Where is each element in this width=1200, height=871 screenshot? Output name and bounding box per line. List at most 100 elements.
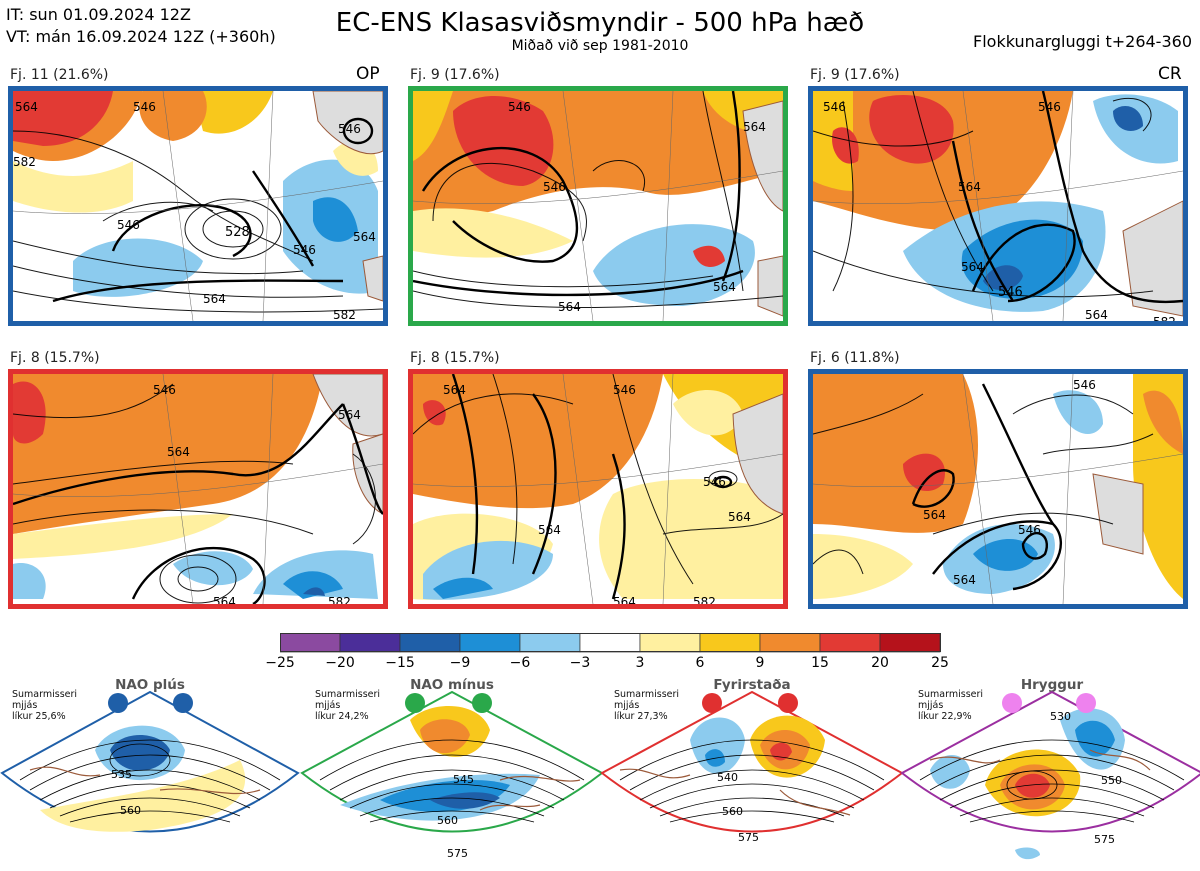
contour-label: 546 <box>613 383 636 397</box>
regime-contour-label: 550 <box>1101 774 1122 787</box>
colorbar-tick-label: −20 <box>325 655 355 671</box>
colorbar-swatch <box>339 633 401 653</box>
regime-name: NAO mínus <box>410 677 494 693</box>
contour-label: 564 <box>167 445 190 459</box>
contour-label: 564 <box>538 523 561 537</box>
regime-contour-label: 560 <box>120 804 141 817</box>
contour-label: 546 <box>153 383 176 397</box>
regime-fan-nao-minus: 545 560 575 <box>300 690 604 860</box>
regime-fan-ridge: 530 550 575 <box>900 690 1200 860</box>
regime-contour-label: 560 <box>437 814 458 827</box>
regime-contour-label: 535 <box>111 768 132 781</box>
regime-marker-dot <box>702 693 722 713</box>
colorbar-swatch <box>879 633 941 653</box>
regime-marker-dot <box>778 693 798 713</box>
colorbar-swatch <box>280 633 341 653</box>
panel-3-label: Fj. 9 (17.6%) <box>810 67 900 83</box>
contour-label: 546 <box>998 285 1023 300</box>
regime-info: Sumarmisseri mjjás líkur 25,6% <box>12 689 78 722</box>
regime-marker-dot <box>173 693 193 713</box>
regime-fan-blocking: 540 560 575 <box>600 690 904 844</box>
colorbar-swatch <box>639 633 701 653</box>
contour-label: 582 <box>13 155 36 169</box>
cluster-map-panel[interactable]: 546 546 564 564 564 <box>408 86 788 326</box>
init-time: IT: sun 01.09.2024 12Z <box>6 5 191 24</box>
contour-label: 546 <box>1073 378 1096 392</box>
colorbar-swatch <box>399 633 461 653</box>
regime-marker-dot <box>1002 693 1022 713</box>
page-subtitle: Miðað við sep 1981-2010 <box>511 38 689 54</box>
colorbar-swatch <box>519 633 581 653</box>
regime-name: NAO plús <box>115 677 185 693</box>
contour-label: 582 <box>328 595 351 604</box>
regime-contour-label: 575 <box>447 847 468 860</box>
regime-contour-label: 530 <box>1050 710 1071 723</box>
panel-4-label: Fj. 8 (15.7%) <box>10 350 100 366</box>
contour-label: 564 <box>923 508 946 522</box>
regime-contour-label: 540 <box>717 771 738 784</box>
classification-window: Flokkunargluggi t+264-360 <box>973 32 1192 51</box>
contour-label: 564 <box>613 595 636 604</box>
panel-5-label: Fj. 8 (15.7%) <box>410 350 500 366</box>
contour-label: 546 <box>543 180 566 194</box>
contour-label: 546 <box>293 243 316 257</box>
regime-marker-dot <box>405 693 425 713</box>
valid-time: VT: mán 16.09.2024 12Z (+360h) <box>6 27 276 46</box>
contour-label: 564 <box>961 260 984 274</box>
contour-label: 564 <box>743 120 766 134</box>
regime-fans: 535 560 545 560 575 <box>0 690 1200 860</box>
contour-label: 582 <box>1153 315 1176 321</box>
cluster-map-panel[interactable]: 546 564 546 564 <box>808 369 1188 609</box>
regime-contour-label: 575 <box>1094 833 1115 846</box>
contour-label: 564 <box>353 230 376 244</box>
regime-contour-label: 575 <box>738 831 759 844</box>
regime-marker-dot <box>1076 693 1096 713</box>
panel-3-tag: CR <box>1158 64 1182 84</box>
contour-label: 546 <box>133 100 156 114</box>
contour-label: 546 <box>703 475 726 489</box>
contour-label: 546 <box>117 218 140 232</box>
contour-label: 564 <box>203 292 226 306</box>
colorbar-tick-label: 3 <box>635 655 645 671</box>
colorbar-tick-label: −6 <box>509 655 531 671</box>
colorbar-tick-label: 15 <box>811 655 829 671</box>
panel-6-label: Fj. 6 (11.8%) <box>810 350 900 366</box>
cluster-map-panel[interactable]: 546 564 564 546 564 582 546 <box>808 86 1188 326</box>
header-info: IT: sun 01.09.2024 12Z VT: mán 16.09.202… <box>6 4 276 48</box>
colorbar-swatch <box>579 633 641 653</box>
regime-marker-dot <box>472 693 492 713</box>
contour-label: 546 <box>1038 100 1061 114</box>
colorbar-swatch <box>699 633 761 653</box>
contour-label: 564 <box>953 573 976 587</box>
colorbar-tick-label: −9 <box>449 655 471 671</box>
cluster-map-panel[interactable]: 564 546 564 546 564 564 582 <box>408 369 788 609</box>
contour-label: 564 <box>1085 308 1108 321</box>
colorbar-swatch <box>819 633 881 653</box>
contour-label: 546 <box>823 100 846 114</box>
regime-contour-label: 545 <box>453 773 474 786</box>
contour-label: 564 <box>15 100 38 114</box>
regime-info: Sumarmisseri mjjás líkur 24,2% <box>315 689 381 722</box>
contour-label: 564 <box>443 383 466 397</box>
contour-label: 564 <box>213 595 236 604</box>
contour-label: 564 <box>958 180 981 194</box>
regime-contour-label: 560 <box>722 805 743 818</box>
contour-label: 582 <box>333 308 356 321</box>
panel-1-label: Fj. 11 (21.6%) <box>10 67 109 83</box>
colorbar-swatch <box>759 633 821 653</box>
contour-label: 582 <box>693 595 716 604</box>
contour-label: 528 <box>225 225 250 240</box>
colorbar-swatch <box>459 633 521 653</box>
contour-label: 546 <box>1018 523 1041 537</box>
regime-name: Hryggur <box>1020 677 1084 693</box>
contour-label: 546 <box>508 100 531 114</box>
colorbar-tick-label: 9 <box>755 655 765 671</box>
colorbar-tick-label: 25 <box>931 655 949 671</box>
cluster-map-panel[interactable]: 564 546 528 546 546 546 564 564 582 582 <box>8 86 388 326</box>
colorbar-tick-label: 6 <box>695 655 705 671</box>
contour-label: 564 <box>728 510 751 524</box>
cluster-map-panel[interactable]: 546 564 564 582 564 <box>8 369 388 609</box>
contour-label: 564 <box>558 300 581 314</box>
contour-label: 564 <box>713 280 736 294</box>
colorbar-tick-label: −15 <box>385 655 415 671</box>
